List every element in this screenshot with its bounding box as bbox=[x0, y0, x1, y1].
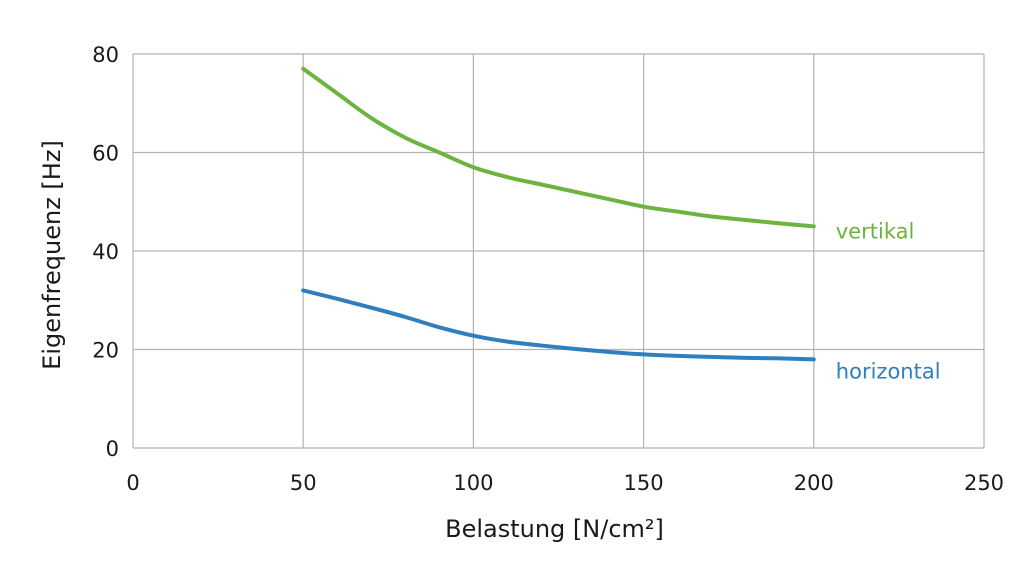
y-tick-label: 20 bbox=[92, 339, 119, 363]
y-axis-label: Eigenfrequenz [Hz] bbox=[38, 140, 66, 370]
y-tick-labels: 0 20 40 60 80 bbox=[92, 43, 119, 461]
x-tick-label: 150 bbox=[624, 471, 664, 495]
series-lines bbox=[301, 66, 816, 362]
series-line-horizontal bbox=[301, 288, 816, 362]
x-tick-labels: 0 50 100 150 200 250 bbox=[126, 471, 1004, 495]
x-tick-label: 50 bbox=[290, 471, 317, 495]
x-axis-label: Belastung [N/cm²] bbox=[445, 515, 664, 543]
x-tick-label: 0 bbox=[126, 471, 139, 495]
series-label-vertikal: vertikal bbox=[836, 219, 915, 243]
x-tick-label: 250 bbox=[964, 471, 1004, 495]
y-tick-label: 40 bbox=[92, 240, 119, 264]
x-tick-label: 200 bbox=[794, 471, 834, 495]
y-tick-label: 0 bbox=[106, 437, 119, 461]
series-labels: vertikal horizontal bbox=[836, 219, 941, 383]
series-label-horizontal: horizontal bbox=[836, 359, 941, 383]
y-tick-label: 60 bbox=[92, 142, 119, 166]
series-line-vertikal bbox=[301, 66, 816, 229]
grid bbox=[132, 53, 985, 449]
y-tick-label: 80 bbox=[92, 43, 119, 67]
x-tick-label: 100 bbox=[453, 471, 493, 495]
